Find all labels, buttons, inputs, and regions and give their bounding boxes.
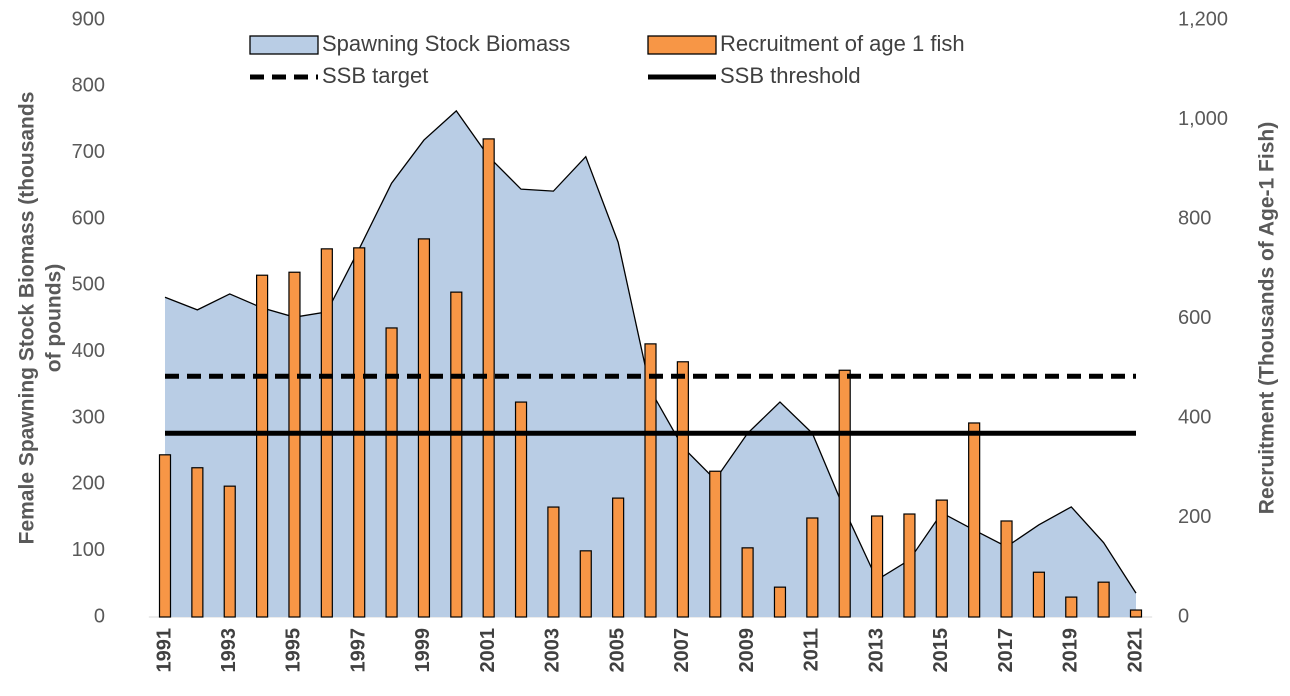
y2-tick-label: 1,000 [1178, 108, 1228, 130]
bar [870, 515, 884, 618]
y2-tick-label: 1,200 [1178, 8, 1228, 30]
y-tick-label: 200 [72, 473, 105, 495]
bar [385, 327, 398, 618]
legend-label: SSB threshold [720, 63, 861, 88]
bar [773, 586, 787, 618]
y2-tick-label: 600 [1178, 307, 1211, 329]
x-tick-label: 2011 [801, 628, 823, 671]
bar [1000, 520, 1013, 618]
bar [741, 547, 754, 618]
y-tick-label: 900 [72, 8, 105, 30]
bar [450, 291, 463, 618]
bar [644, 343, 657, 618]
bar [514, 401, 528, 618]
x-tick-label: 1997 [347, 628, 369, 673]
legend-label: Spawning Stock Biomass [322, 31, 570, 56]
bar [158, 454, 172, 618]
bar [935, 499, 948, 618]
bar [191, 467, 204, 618]
x-tick-label: 2001 [477, 628, 499, 673]
bar [547, 506, 560, 618]
bar [903, 513, 916, 618]
x-tick-label: 2019 [1060, 628, 1082, 673]
x-tick-label: 1993 [218, 628, 240, 673]
bar [1097, 581, 1110, 618]
bar [612, 497, 625, 618]
y-tick-label: 500 [72, 274, 105, 296]
y2-tick-label: 800 [1178, 207, 1211, 229]
bar [806, 517, 819, 618]
x-tick-label: 2003 [542, 628, 564, 673]
y-tick-label: 0 [94, 605, 105, 627]
y-tick-label: 300 [72, 406, 105, 428]
bar [1065, 596, 1078, 618]
bar [838, 369, 851, 618]
y2-tick-label: 200 [1178, 506, 1211, 528]
x-tick-label: 1999 [412, 628, 434, 673]
x-tick-label: 2013 [865, 628, 887, 673]
y2-axis-title: Recruitment (Thousands of Age-1 Fish) [1256, 122, 1279, 514]
y-axis-title: of pounds) [43, 264, 66, 372]
y-tick-label: 600 [72, 207, 105, 229]
y-tick-label: 400 [72, 340, 105, 362]
bar [1129, 609, 1143, 618]
y-axis-title: Female Spawning Stock Biomass (thousands [16, 92, 39, 545]
y2-tick-label: 0 [1178, 605, 1189, 627]
bar [223, 485, 236, 618]
x-tick-label: 2005 [606, 628, 628, 673]
legend-swatch [647, 35, 717, 55]
bar [579, 550, 592, 618]
x-tick-label: 2015 [930, 628, 952, 673]
y-tick-label: 700 [72, 141, 105, 163]
x-tick-label: 1991 [153, 628, 175, 673]
x-tick-label: 2009 [736, 628, 758, 673]
x-tick-label: 1995 [283, 628, 305, 673]
bar [288, 271, 301, 618]
bar [968, 422, 981, 618]
legend-label: SSB target [322, 63, 428, 88]
bar [709, 470, 722, 618]
legend-swatch [249, 35, 319, 55]
x-tick-label: 2021 [1124, 628, 1146, 673]
x-tick-label: 2007 [671, 628, 693, 673]
area [165, 110, 1136, 618]
bar [1032, 571, 1046, 618]
y-tick-label: 100 [72, 539, 105, 561]
bar [256, 274, 269, 618]
y2-tick-label: 400 [1178, 406, 1211, 428]
bar [676, 361, 689, 618]
bar [417, 238, 431, 618]
x-tick-label: 2017 [995, 628, 1017, 673]
legend-label: Recruitment of age 1 fish [720, 31, 965, 56]
y-tick-label: 800 [72, 75, 105, 97]
